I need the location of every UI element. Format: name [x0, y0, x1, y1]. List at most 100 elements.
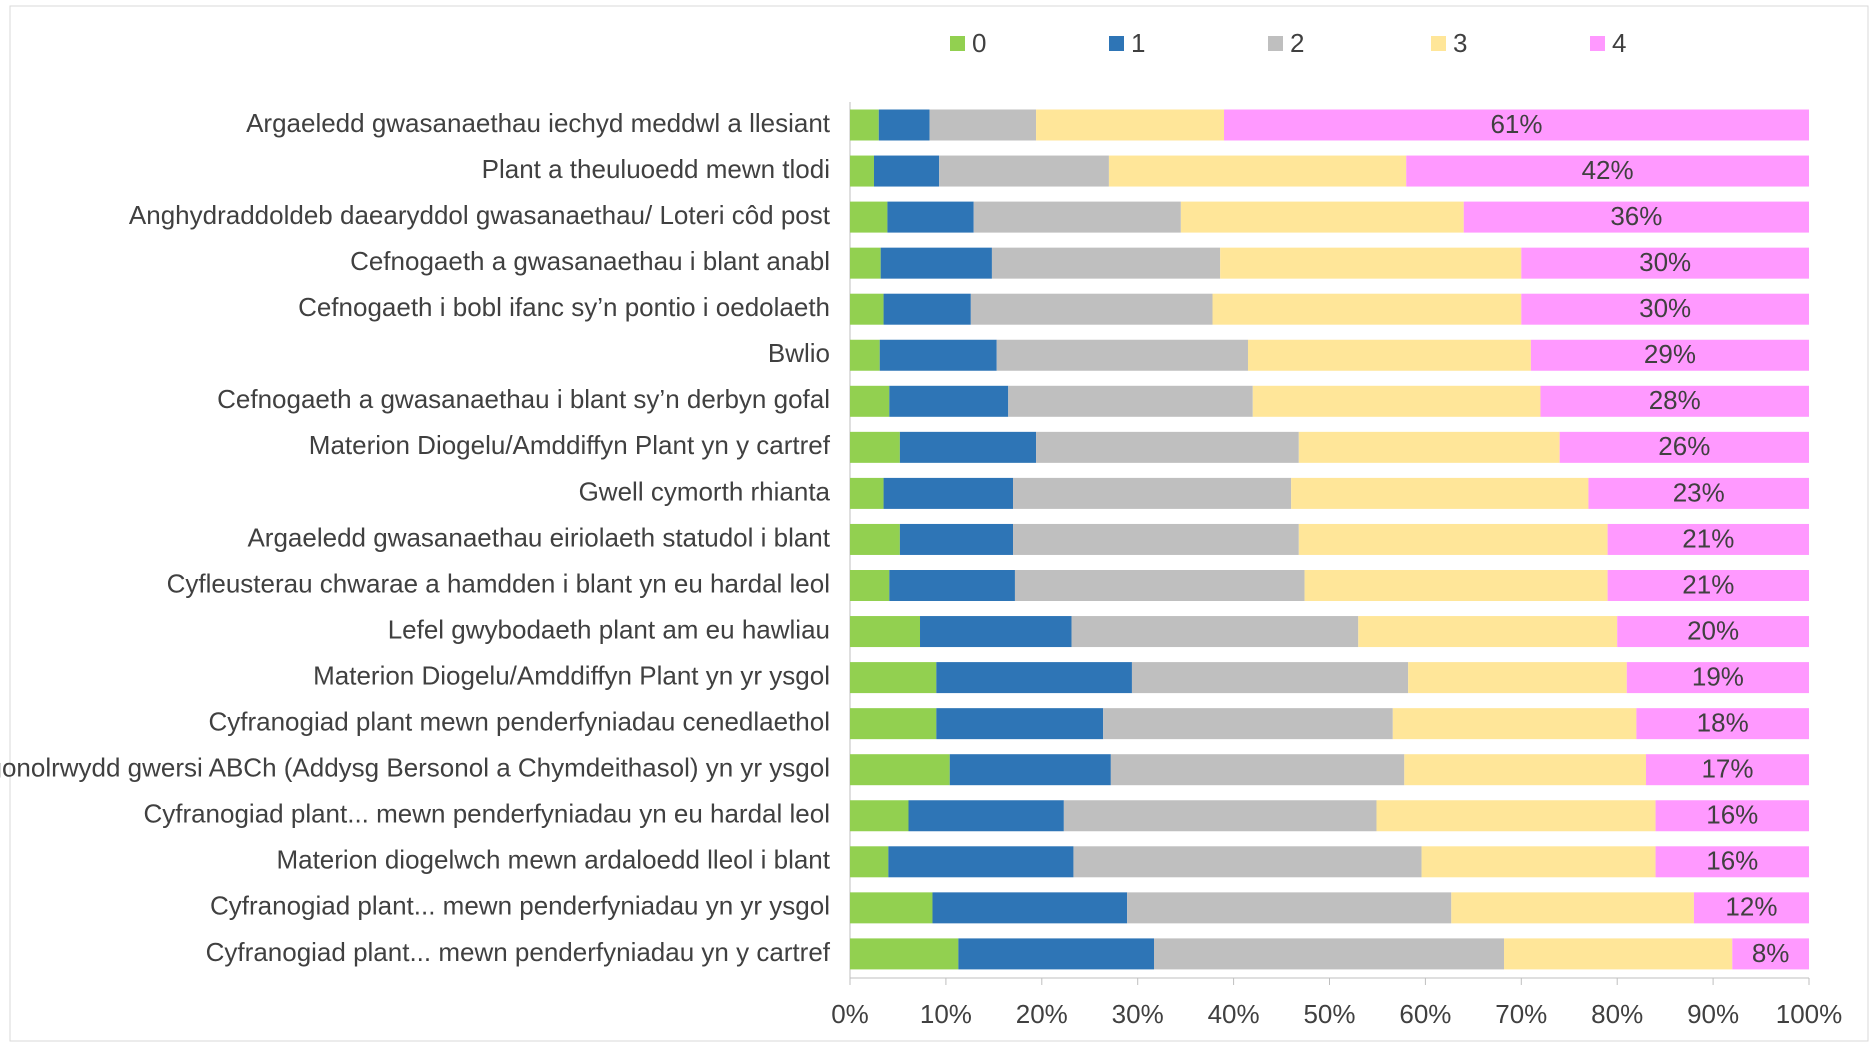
bar-segment [1071, 616, 1359, 648]
bar-segment [850, 523, 900, 555]
value-label: 19% [1692, 661, 1744, 691]
value-label: 42% [1582, 155, 1634, 185]
value-label: 29% [1644, 339, 1696, 369]
bar-segment [1504, 938, 1733, 970]
bar-segment [1110, 754, 1405, 786]
category-label: Plant a theuluoedd mewn tlodi [482, 154, 830, 184]
bar-segment [1521, 247, 1809, 279]
bar-segment [920, 616, 1072, 648]
x-tick-label: 100% [1776, 999, 1843, 1029]
bar-segment [1220, 247, 1522, 279]
bar-segment [880, 247, 992, 279]
bar-segment [1073, 846, 1422, 878]
bar-segment [1008, 385, 1253, 417]
bar-segment [1103, 708, 1393, 740]
bar-segment [996, 339, 1248, 371]
legend-swatch [1109, 36, 1124, 51]
bar-segment [850, 846, 889, 878]
bar-segment [1298, 523, 1608, 555]
x-tick-label: 40% [1208, 999, 1260, 1029]
bar-segment [899, 523, 1014, 555]
bar-segment [932, 892, 1128, 924]
x-tick-label: 0% [831, 999, 869, 1029]
bar-segment [1607, 570, 1809, 601]
bar-segment [1421, 846, 1656, 878]
bar-segment [1626, 662, 1809, 694]
bar-segment [1036, 431, 1299, 463]
bar-segment [889, 570, 1015, 601]
bar-segment [1154, 938, 1505, 970]
category-label: Materion Diogelu/Amddiffyn Plant yn yr y… [313, 660, 830, 690]
bar-segment [1127, 892, 1452, 924]
bar-segment [850, 293, 884, 325]
bar-segment [1559, 431, 1809, 463]
value-label: 12% [1725, 892, 1777, 922]
x-tick-label: 90% [1687, 999, 1739, 1029]
bar-segment [888, 846, 1074, 878]
x-tick-label: 10% [920, 999, 972, 1029]
bar-segment [1645, 754, 1809, 786]
bar-segment [850, 708, 937, 740]
value-label: 18% [1697, 708, 1749, 738]
category-label: Cyfranogiad plant... mewn penderfyniadau… [143, 799, 830, 829]
bar-segment [1014, 570, 1305, 601]
bar-segment [1063, 800, 1377, 832]
bar-segment [850, 892, 933, 924]
value-label: 23% [1673, 477, 1725, 507]
category-label: Digonolrwydd gwersi ABCh (Addysg Bersono… [0, 753, 830, 783]
bar-segment [908, 800, 1064, 832]
x-tick-label: 60% [1399, 999, 1451, 1029]
value-label: 20% [1687, 615, 1739, 645]
bar-segment [883, 477, 1014, 509]
bar-segment [1376, 800, 1656, 832]
category-label: Cyfranogiad plant mewn penderfyniadau ce… [208, 707, 830, 737]
legend-label: 2 [1290, 28, 1304, 58]
bar-segment [949, 754, 1111, 786]
bar-segment [929, 109, 1037, 141]
bar-segment [1655, 846, 1809, 878]
bar-segment [991, 247, 1221, 279]
legend-label: 0 [972, 28, 986, 58]
category-label: Cefnogaeth i bobl ifanc sy’n pontio i oe… [298, 292, 830, 322]
bar-segment [1588, 477, 1809, 509]
bar-segment [1304, 570, 1608, 601]
bar-segment [1392, 708, 1637, 740]
bar-segment [939, 155, 1109, 187]
bar-segment [850, 339, 880, 371]
category-label: Argaeledd gwasanaethau iechyd meddwl a l… [246, 108, 831, 138]
bar-segment [850, 938, 959, 970]
value-label: 16% [1706, 846, 1758, 876]
bar-segment [850, 754, 950, 786]
bar-segment [958, 938, 1155, 970]
value-label: 21% [1682, 569, 1734, 599]
bar-segment [1521, 293, 1809, 325]
bar-segment [1636, 708, 1809, 740]
bar-segment [1358, 616, 1618, 648]
bar-segment [936, 708, 1104, 740]
category-label: Cefnogaeth a gwasanaethau i blant sy’n d… [217, 384, 830, 414]
bar-segment [850, 662, 937, 694]
value-label: 28% [1649, 385, 1701, 415]
legend-swatch [1590, 36, 1605, 51]
category-label: Bwlio [768, 338, 830, 368]
category-label: Anghydraddoldeb daearyddol gwasanaethau/… [129, 200, 831, 230]
value-label: 61% [1490, 109, 1542, 139]
bar-segment [889, 385, 1009, 417]
bar-segment [873, 155, 940, 187]
legend-label: 4 [1612, 28, 1626, 58]
bar-segment [1131, 662, 1409, 694]
bar-segment [936, 662, 1132, 694]
value-label: 36% [1610, 201, 1662, 231]
bar-segment [1540, 385, 1809, 417]
value-label: 8% [1752, 938, 1790, 968]
x-tick-label: 30% [1112, 999, 1164, 1029]
bar-segment [1180, 201, 1464, 233]
value-label: 30% [1639, 293, 1691, 323]
bar-segment [1252, 385, 1541, 417]
bar-segment [1732, 938, 1809, 970]
bar-segment [1408, 662, 1627, 694]
value-label: 30% [1639, 247, 1691, 277]
x-tick-label: 20% [1016, 999, 1068, 1029]
bar-segment [1291, 477, 1589, 509]
value-label: 16% [1706, 800, 1758, 830]
